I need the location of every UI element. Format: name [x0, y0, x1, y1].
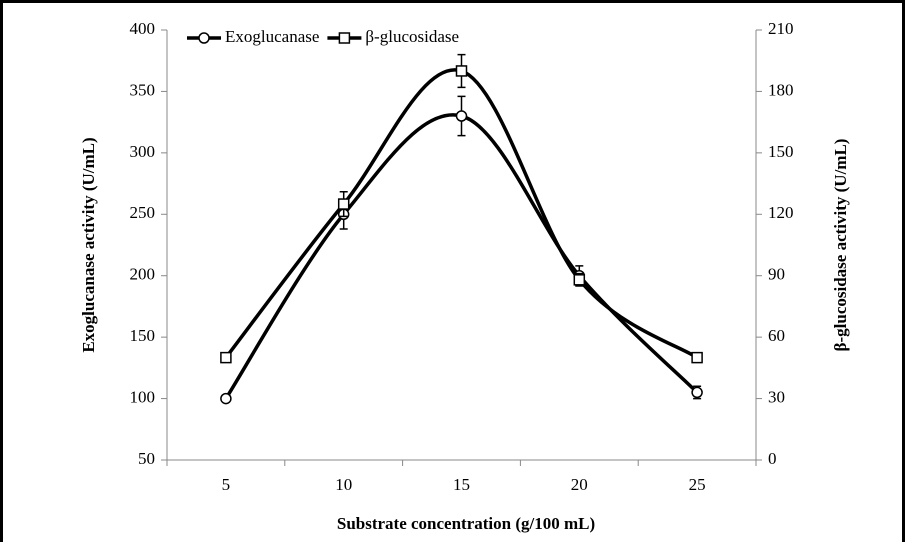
x-tick-label: 5 — [222, 475, 231, 494]
y2-axis-label: β-glucosidase activity (U/mL) — [831, 139, 850, 352]
y2-tick-label: 150 — [768, 142, 794, 161]
legend-label: β-glucosidase — [365, 27, 459, 46]
x-tick-label: 15 — [453, 475, 470, 494]
y2-tick-label: 90 — [768, 265, 785, 284]
y2-tick-label: 0 — [768, 449, 777, 468]
y2-tick-label: 60 — [768, 326, 785, 345]
y-tick-label: 50 — [138, 449, 155, 468]
legend-marker — [198, 32, 210, 44]
point — [337, 198, 350, 210]
point — [220, 392, 232, 405]
y2-tick-label: 180 — [768, 80, 794, 99]
x-axis-label: Substrate concentration (g/100 mL) — [337, 514, 595, 533]
point — [220, 351, 232, 364]
y-tick-label: 350 — [130, 80, 156, 99]
series-line — [224, 113, 699, 400]
y-tick-label: 300 — [130, 142, 156, 161]
y-tick-label: 150 — [130, 326, 156, 345]
legend-label: Exoglucanase — [225, 27, 319, 46]
y-axis-label: Exoglucanase activity (U/mL) — [79, 137, 98, 352]
point — [691, 386, 703, 399]
point — [455, 110, 468, 122]
x-tick-label: 25 — [689, 475, 706, 494]
x-tick-label: 20 — [571, 475, 588, 494]
point — [455, 65, 468, 77]
point — [691, 351, 703, 364]
y2-tick-label: 120 — [768, 203, 794, 222]
y2-tick-label: 210 — [768, 19, 794, 38]
y-tick-label: 400 — [130, 19, 156, 38]
legend-marker — [338, 32, 351, 44]
y-tick-label: 200 — [130, 265, 156, 284]
y-tick-label: 250 — [130, 203, 156, 222]
point — [573, 274, 586, 286]
x-tick-label: 10 — [335, 475, 352, 494]
y2-tick-label: 30 — [768, 387, 785, 406]
y-tick-label: 100 — [130, 387, 156, 406]
